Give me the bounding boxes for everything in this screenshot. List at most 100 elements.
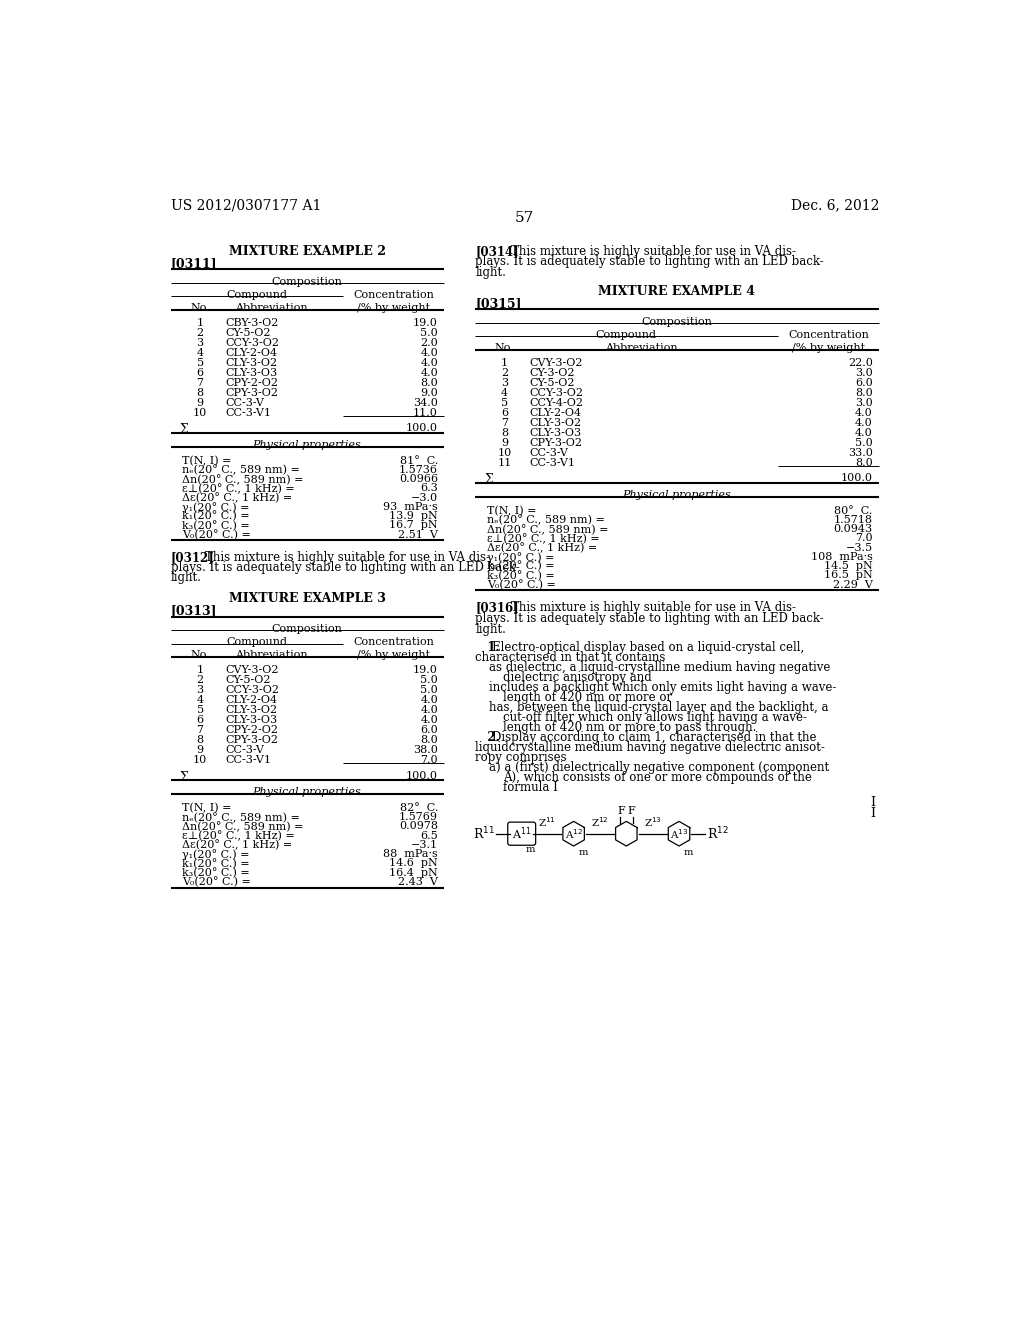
Text: This mixture is highly suitable for use in VA dis-: This mixture is highly suitable for use …	[511, 244, 796, 257]
Text: 16.4  pN: 16.4 pN	[389, 867, 438, 878]
Text: 1.5769: 1.5769	[399, 812, 438, 822]
Text: 4: 4	[501, 388, 508, 397]
Text: 2.: 2.	[475, 731, 504, 744]
Text: Dec. 6, 2012: Dec. 6, 2012	[791, 198, 879, 213]
Text: 0.0978: 0.0978	[399, 821, 438, 832]
Text: 8: 8	[197, 735, 204, 744]
Text: nₑ(20° C., 589 nm) =: nₑ(20° C., 589 nm) =	[486, 515, 605, 525]
Text: CC-3-V1: CC-3-V1	[225, 755, 271, 766]
Text: 3: 3	[197, 685, 204, 696]
Text: 3.0: 3.0	[855, 368, 872, 378]
Text: No.: No.	[190, 651, 210, 660]
Text: V₀(20° C.) =: V₀(20° C.) =	[182, 876, 251, 887]
Text: m: m	[684, 847, 693, 857]
Text: 6: 6	[501, 408, 508, 418]
Text: [0316]: [0316]	[475, 601, 519, 614]
Text: Composition: Composition	[271, 277, 342, 286]
Text: 8: 8	[197, 388, 204, 397]
Text: 9: 9	[501, 438, 508, 447]
Text: 34.0: 34.0	[413, 397, 438, 408]
Text: V₀(20° C.) =: V₀(20° C.) =	[486, 579, 556, 590]
Text: Display according to claim 1, characterised in that the: Display according to claim 1, characteri…	[493, 731, 817, 744]
Text: 6.3: 6.3	[420, 483, 438, 494]
Text: CLY-3-O3: CLY-3-O3	[225, 715, 278, 725]
Text: 2.29  V: 2.29 V	[833, 579, 872, 590]
Text: 100.0: 100.0	[406, 771, 438, 780]
Text: A$^{11}$: A$^{11}$	[512, 825, 531, 842]
Text: Compound: Compound	[226, 290, 287, 300]
Text: 5.0: 5.0	[855, 438, 872, 447]
Text: 100.0: 100.0	[841, 474, 872, 483]
Text: formula I: formula I	[503, 781, 558, 795]
Text: CPY-3-O2: CPY-3-O2	[225, 735, 278, 744]
Text: 0.0943: 0.0943	[834, 524, 872, 535]
Text: CC-3-V1: CC-3-V1	[225, 408, 271, 418]
Text: Physical properties: Physical properties	[253, 441, 361, 450]
Text: 2.43  V: 2.43 V	[398, 876, 438, 887]
Text: Δε(20° C., 1 kHz) =: Δε(20° C., 1 kHz) =	[182, 840, 293, 850]
Text: 1.: 1.	[475, 642, 504, 655]
Text: light.: light.	[475, 623, 506, 636]
Text: 100.0: 100.0	[406, 424, 438, 433]
Text: 7: 7	[501, 418, 508, 428]
Text: 4.0: 4.0	[420, 348, 438, 358]
Text: ε⊥(20° C., 1 kHz) =: ε⊥(20° C., 1 kHz) =	[182, 830, 295, 841]
Text: CLY-3-O2: CLY-3-O2	[225, 358, 278, 368]
Text: Δn(20° C., 589 nm) =: Δn(20° C., 589 nm) =	[182, 474, 304, 484]
Text: a) a (first) dielectrically negative component (component: a) a (first) dielectrically negative com…	[489, 762, 829, 775]
Text: CLY-2-O4: CLY-2-O4	[225, 348, 278, 358]
Text: plays. It is adequately stable to lighting with an LED back-: plays. It is adequately stable to lighti…	[171, 561, 519, 574]
Text: Δε(20° C., 1 kHz) =: Δε(20° C., 1 kHz) =	[182, 492, 293, 503]
Text: 14.6  pN: 14.6 pN	[389, 858, 438, 869]
Text: length of 420 nm or more or: length of 420 nm or more or	[503, 692, 672, 705]
Text: V₀(20° C.) =: V₀(20° C.) =	[182, 529, 251, 540]
Text: 4.0: 4.0	[420, 705, 438, 715]
Text: Physical properties: Physical properties	[253, 788, 361, 797]
Text: 4.0: 4.0	[420, 368, 438, 378]
Text: CBY-3-O2: CBY-3-O2	[225, 318, 279, 327]
Text: plays. It is adequately stable to lighting with an LED back-: plays. It is adequately stable to lighti…	[475, 256, 824, 268]
Text: light.: light.	[171, 572, 202, 585]
Text: ε⊥(20° C., 1 kHz) =: ε⊥(20° C., 1 kHz) =	[486, 533, 600, 544]
Text: CCY-4-O2: CCY-4-O2	[529, 397, 584, 408]
Text: 4: 4	[197, 696, 204, 705]
Text: characterised in that it contains: characterised in that it contains	[475, 651, 666, 664]
Text: [0313]: [0313]	[171, 605, 217, 618]
Text: dielectric anisotropy and: dielectric anisotropy and	[503, 671, 652, 684]
Text: US 2012/0307177 A1: US 2012/0307177 A1	[171, 198, 321, 213]
Text: as dielectric, a liquid-crystalline medium having negative: as dielectric, a liquid-crystalline medi…	[489, 661, 830, 675]
Text: 4.0: 4.0	[855, 408, 872, 418]
Text: Z$^{12}$: Z$^{12}$	[591, 816, 609, 829]
Text: CC-3-V: CC-3-V	[225, 744, 264, 755]
Text: CPY-3-O2: CPY-3-O2	[529, 438, 583, 447]
Text: Electro-optical display based on a liquid-crystal cell,: Electro-optical display based on a liqui…	[493, 642, 805, 655]
Text: γ₁(20° C.) =: γ₁(20° C.) =	[182, 502, 250, 512]
Text: CCY-3-O2: CCY-3-O2	[529, 388, 584, 397]
Text: 3: 3	[501, 378, 508, 388]
Text: MIXTURE EXAMPLE 3: MIXTURE EXAMPLE 3	[228, 591, 385, 605]
Text: 1.5718: 1.5718	[834, 515, 872, 525]
Text: This mixture is highly suitable for use in VA dis-: This mixture is highly suitable for use …	[205, 552, 489, 564]
Text: −3.0: −3.0	[411, 492, 438, 503]
Text: 2.51  V: 2.51 V	[398, 529, 438, 540]
Text: 82°  C.: 82° C.	[399, 803, 438, 813]
Text: 5: 5	[197, 358, 204, 368]
Text: A), which consists of one or more compounds of the: A), which consists of one or more compou…	[503, 771, 812, 784]
Text: −3.5: −3.5	[846, 543, 872, 553]
Text: CY-5-O2: CY-5-O2	[529, 378, 574, 388]
Text: 8.0: 8.0	[855, 458, 872, 467]
Text: 13.9  pN: 13.9 pN	[389, 511, 438, 521]
Text: CC-3-V1: CC-3-V1	[529, 458, 575, 467]
Text: 6: 6	[197, 715, 204, 725]
Text: 4.0: 4.0	[420, 696, 438, 705]
Text: m: m	[579, 847, 588, 857]
Text: CVY-3-O2: CVY-3-O2	[529, 358, 583, 368]
Text: Z$^{13}$: Z$^{13}$	[644, 816, 662, 829]
Text: has, between the liquid-crystal layer and the backlight, a: has, between the liquid-crystal layer an…	[489, 701, 828, 714]
Text: 4: 4	[197, 348, 204, 358]
Text: 1: 1	[501, 358, 508, 368]
Text: 11.0: 11.0	[413, 408, 438, 418]
Text: 19.0: 19.0	[413, 665, 438, 675]
Text: CPY-3-O2: CPY-3-O2	[225, 388, 278, 397]
Text: 9.0: 9.0	[420, 388, 438, 397]
